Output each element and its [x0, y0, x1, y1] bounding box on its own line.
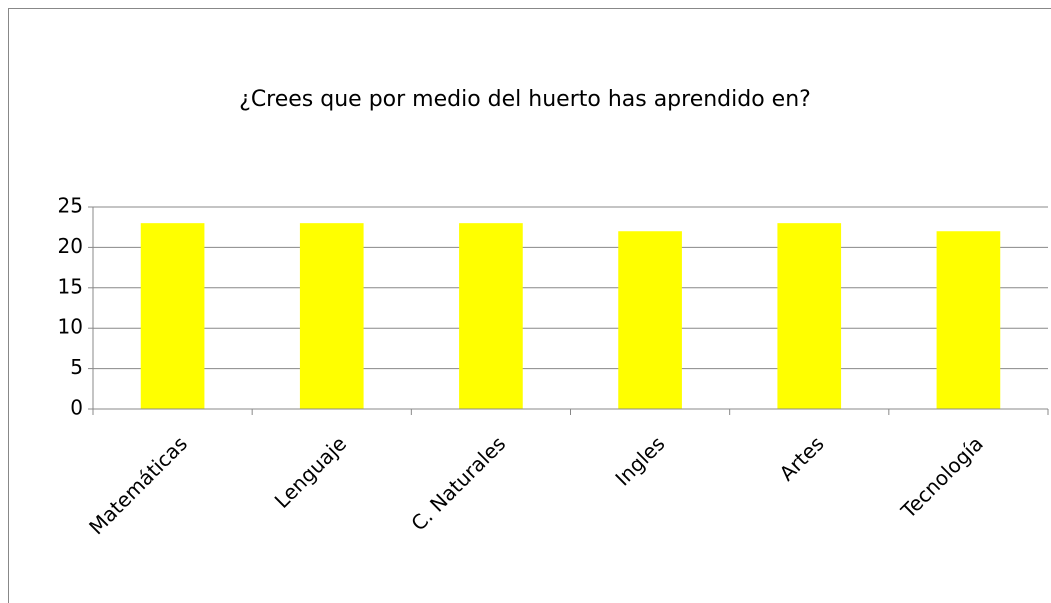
bar [459, 223, 523, 409]
y-tick-label: 10 [58, 315, 83, 339]
y-tick-label: 20 [58, 234, 83, 258]
y-tick-label: 25 [58, 194, 83, 218]
bar [299, 223, 364, 409]
bar [777, 223, 842, 409]
y-tick-label: 15 [58, 274, 83, 298]
bar [936, 231, 1001, 409]
bar [618, 231, 682, 409]
y-tick-label: 5 [70, 355, 83, 379]
bar [140, 223, 205, 409]
chart-title: ¿Crees que por medio del huerto has apre… [239, 87, 811, 112]
y-tick-label: 0 [70, 396, 83, 420]
